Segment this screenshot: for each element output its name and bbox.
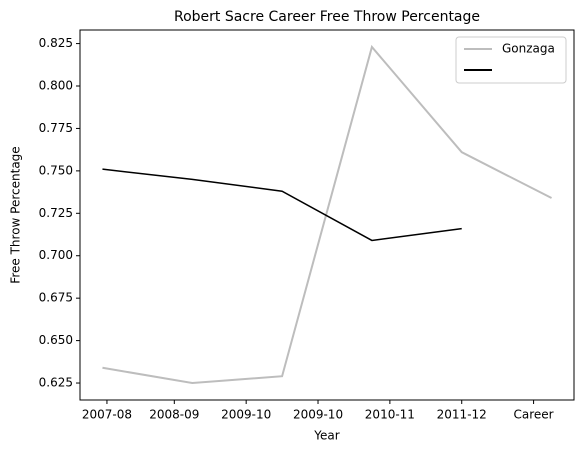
y-tick-label: 0.675 (39, 291, 73, 305)
series-line (102, 168, 462, 242)
x-tick-label: 2011-12 (437, 408, 487, 422)
y-tick-label: 0.750 (39, 163, 73, 177)
x-axis-label: Year (313, 429, 339, 443)
y-tick-label: 0.700 (39, 248, 73, 262)
x-tick-label: 2009-10 (221, 408, 271, 422)
x-tick-label: Career (514, 408, 554, 422)
y-tick-label: 0.625 (39, 376, 73, 390)
y-tick-label: 0.775 (39, 121, 73, 135)
x-tick-label: 2008-09 (149, 408, 199, 422)
x-tick-label: 2009-10 (293, 408, 343, 422)
legend-label: Gonzaga (502, 42, 555, 56)
x-tick-label: 2007-08 (82, 408, 132, 422)
y-tick-label: 0.650 (39, 333, 73, 347)
plot-frame (79, 29, 575, 401)
y-axis-label: Free Throw Percentage (9, 146, 23, 283)
y-tick-label: 0.825 (39, 36, 73, 50)
y-tick-label: 0.725 (39, 206, 73, 220)
chart-title: Robert Sacre Career Free Throw Percentag… (174, 9, 480, 25)
y-tick-label: 0.800 (39, 79, 73, 93)
series-line (102, 44, 552, 385)
x-tick-label: 2010-11 (365, 408, 415, 422)
